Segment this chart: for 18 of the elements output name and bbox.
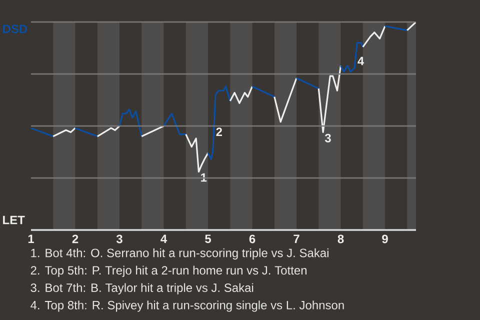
x-tick-label: 5	[205, 234, 212, 244]
text: 1. Bot 4th: O. Serrano hit a run-scoring triple vs J. Sakai	[31, 248, 328, 260]
text: LET	[3, 216, 25, 224]
x-tick-label: 4	[160, 234, 168, 243]
text: 2. Top 5th: P. Trejo hit a 2-run home run vs J. Totten	[30, 266, 307, 277]
annotation: 4	[358, 56, 364, 66]
text: DSD	[3, 24, 28, 34]
annotation: 3	[324, 134, 331, 142]
x-tick-label: 2	[72, 234, 78, 244]
x-tick-label: 8	[338, 234, 344, 244]
text: 4. Top 8th: R. Spivey hit a run-scoring single vs L. Johnson	[30, 300, 344, 312]
annotation: 2	[216, 128, 222, 136]
x-tick-label: 1	[28, 234, 34, 243]
x-tick-label: 9	[382, 234, 388, 244]
x-tick-label: 3	[116, 234, 122, 244]
x-tick-label: 7	[294, 234, 300, 243]
text: 3. Bot 7th: B. Taylor hit a triple vs J. Sakai	[30, 283, 254, 294]
x-tick-label: 6	[249, 234, 256, 244]
